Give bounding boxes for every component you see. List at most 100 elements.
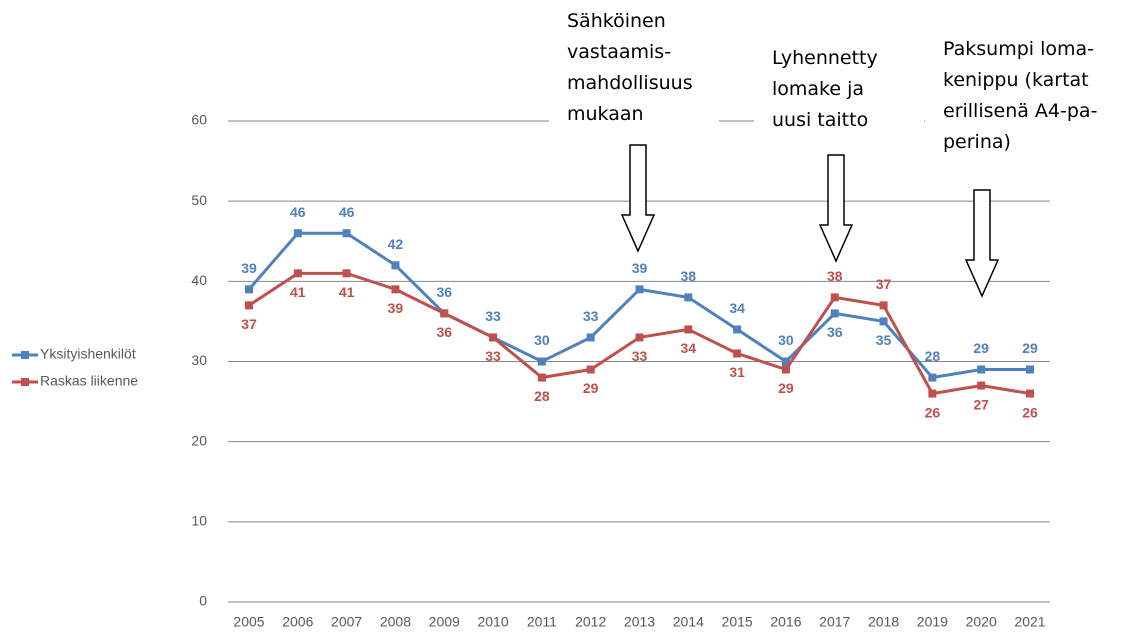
marker [830, 309, 839, 318]
x-tick-label: 2016 [770, 614, 801, 630]
data-label: 30 [778, 332, 794, 348]
marker [391, 261, 400, 270]
annotation: Paksumpi loma-kenippu (kartat erillisenä … [925, 26, 1097, 298]
legend-marker [21, 351, 29, 359]
data-label: 36 [436, 324, 452, 340]
annotation-arrow [818, 154, 854, 263]
marker [1026, 389, 1034, 398]
marker [342, 269, 351, 278]
marker [391, 285, 400, 294]
marker [830, 293, 839, 302]
data-label: 41 [339, 284, 355, 300]
annotation: Sähköinen vastaamis-mahdollisuus mukaan [549, 0, 719, 253]
y-tick-label: 40 [191, 272, 207, 288]
annotation-arrow [620, 144, 656, 253]
marker [684, 325, 693, 334]
x-tick-label: 2008 [380, 614, 411, 630]
marker [293, 229, 302, 238]
annotation-background [754, 35, 924, 134]
data-label: 36 [827, 324, 843, 340]
data-label: 33 [485, 308, 501, 324]
marker [293, 269, 302, 278]
annotation-text: kenippu (kartat [943, 69, 1089, 91]
marker [537, 373, 546, 382]
data-label: 35 [876, 332, 892, 348]
data-label: 39 [241, 260, 257, 276]
marker [1026, 365, 1034, 374]
marker [245, 285, 253, 294]
legend-label: Yksityishenkilöt [40, 346, 136, 362]
x-tick-label: 2015 [722, 614, 753, 630]
annotation-background [549, 0, 719, 126]
x-tick-label: 2006 [282, 614, 313, 630]
annotation-text: Sähköinen [567, 10, 666, 32]
data-label: 39 [388, 300, 404, 316]
x-tick-label: 2005 [233, 614, 264, 630]
annotation-text: uusi taitto [772, 109, 868, 131]
data-label: 31 [729, 364, 745, 380]
data-label: 33 [632, 348, 648, 364]
data-label: 27 [973, 396, 989, 412]
x-tick-label: 2010 [477, 614, 508, 630]
data-label: 41 [290, 284, 306, 300]
legend-marker [21, 378, 29, 386]
y-tick-label: 30 [191, 352, 207, 368]
data-label: 36 [436, 284, 452, 300]
annotation-background [925, 26, 1095, 154]
marker [586, 365, 595, 374]
data-label: 28 [925, 348, 941, 364]
annotation-text: erillisenä A4-pa- [943, 100, 1097, 122]
x-tick-label: 2012 [575, 614, 606, 630]
marker [635, 285, 644, 294]
marker [684, 293, 693, 302]
marker [245, 301, 253, 310]
data-label: 38 [681, 268, 697, 284]
marker [733, 325, 742, 334]
annotation-text: perina) [943, 131, 1011, 153]
x-tick-label: 2017 [819, 614, 850, 630]
x-tick-label: 2021 [1014, 614, 1045, 630]
marker [635, 333, 644, 342]
data-label: 46 [290, 204, 306, 220]
x-tick-label: 2007 [331, 614, 362, 630]
y-tick-label: 60 [191, 112, 207, 128]
marker [733, 349, 742, 358]
marker [342, 229, 351, 238]
data-label: 29 [778, 380, 794, 396]
x-tick-label: 2020 [966, 614, 997, 630]
data-label: 26 [1022, 404, 1038, 420]
marker [586, 333, 595, 342]
data-label: 33 [485, 348, 501, 364]
annotation: Lyhennetty lomake ja uusi taitto [754, 35, 924, 263]
data-label: 29 [973, 340, 989, 356]
y-tick-label: 0 [199, 593, 207, 609]
data-label: 34 [729, 300, 745, 316]
data-label: 29 [583, 380, 599, 396]
annotation-text: mukaan [567, 103, 644, 125]
y-tick-label: 10 [191, 513, 207, 529]
marker [879, 317, 888, 326]
annotation-text: mahdollisuus [567, 72, 693, 94]
legend-label: Raskas liikenne [40, 373, 138, 389]
x-tick-label: 2019 [917, 614, 948, 630]
annotation-text: lomake ja [772, 78, 864, 100]
data-label: 46 [339, 204, 355, 220]
marker [977, 365, 986, 374]
x-tick-label: 2018 [868, 614, 899, 630]
marker [440, 309, 449, 318]
annotation-arrow [964, 189, 1000, 298]
data-label: 37 [876, 276, 892, 292]
marker [977, 381, 986, 390]
data-label: 28 [534, 388, 550, 404]
marker [489, 333, 498, 342]
marker [928, 389, 937, 398]
data-label: 42 [388, 236, 404, 252]
y-tick-label: 50 [191, 192, 207, 208]
data-label: 39 [632, 260, 648, 276]
marker [781, 365, 790, 374]
marker [537, 357, 546, 366]
data-label: 34 [681, 340, 697, 356]
y-tick-label: 20 [191, 432, 207, 448]
marker [928, 373, 937, 382]
